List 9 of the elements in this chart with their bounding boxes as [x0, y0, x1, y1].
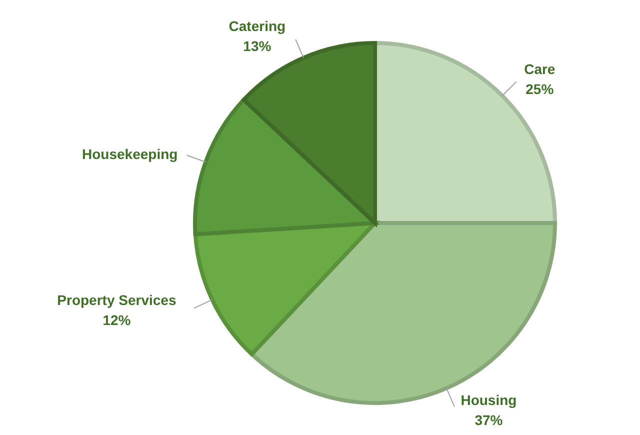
slice-label: Housing [460, 392, 517, 408]
data-label: 13% [243, 38, 272, 54]
slice-label: Housekeeping [82, 146, 178, 162]
slice-label: Property Services [57, 292, 176, 308]
data-label: 12% [102, 312, 132, 328]
slice-label: Catering [228, 18, 286, 34]
data-label: 37% [474, 412, 504, 428]
data-label: 25% [526, 80, 554, 97]
slice-label: Care [524, 60, 556, 77]
